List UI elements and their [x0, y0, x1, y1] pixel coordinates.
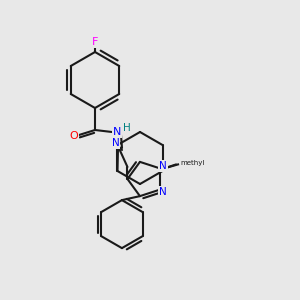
Text: O: O: [70, 131, 78, 141]
Text: N: N: [159, 161, 167, 171]
Text: N: N: [112, 138, 119, 148]
Text: N: N: [159, 187, 167, 196]
Text: methyl: methyl: [180, 160, 204, 166]
Text: F: F: [92, 37, 98, 47]
Text: N: N: [113, 127, 121, 137]
Text: H: H: [123, 123, 131, 133]
